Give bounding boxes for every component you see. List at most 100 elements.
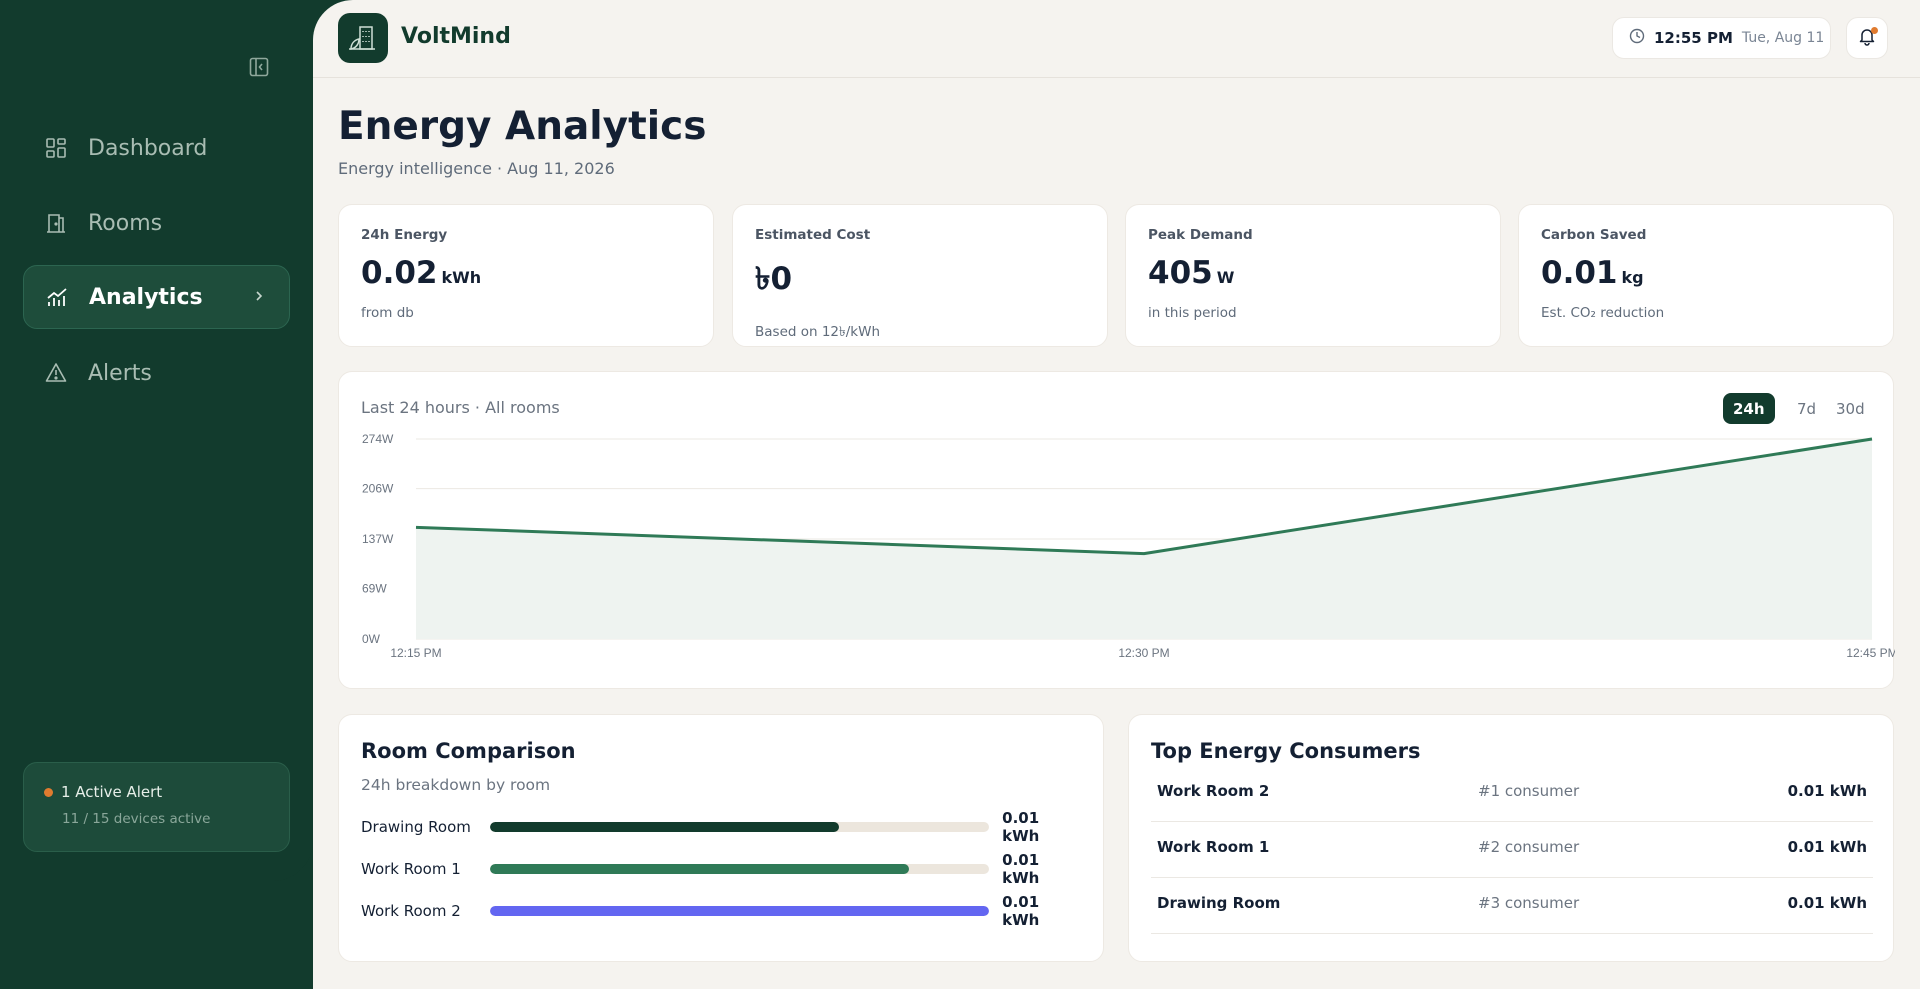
room-name: Work Room 2 [361,902,461,920]
door-icon [44,211,68,235]
series-area [416,439,1872,639]
consumer-value: 0.01 kWh [1787,894,1867,912]
sidebar-item-label: Dashboard [88,135,208,161]
room-name: Work Room 1 [361,860,461,878]
energy-area-chart: 274W 206W 137W 69W 0W 12:15 PM 12:30 PM 12:45 P… [362,432,1895,660]
stat-unit: kWh [441,268,482,287]
range-24h-button[interactable]: 24h [1723,393,1775,424]
consumer-rank: #1 consumer [1478,782,1580,800]
stat-value: 0.01 [1541,255,1618,291]
consumer-value: 0.01 kWh [1787,782,1867,800]
clock-icon [1629,28,1645,48]
current-time: 12:55 PM [1654,29,1733,47]
stat-card-cost: Estimated Cost ৳0 Based on 12৳/kWh [732,204,1108,347]
devices-active-text: 11 / 15 devices active [62,811,211,827]
notifications-button[interactable] [1846,17,1888,59]
x-tick-label: 12:45 PM [1846,646,1895,660]
top-consumers-title: Top Energy Consumers [1151,739,1421,763]
x-tick-label: 12:30 PM [1118,646,1169,660]
y-tick-label: 274W [362,432,394,446]
consumer-rank: #2 consumer [1478,838,1580,856]
stat-value-row: 0.01 kg [1541,255,1893,291]
sidebar-item-analytics[interactable]: Analytics [23,265,290,329]
stat-value: 0.02 [361,255,438,291]
brand-name: VoltMind [401,24,511,49]
page-title: Energy Analytics [338,104,707,149]
collapse-sidebar-icon[interactable] [246,54,272,80]
room-bar-fill [490,822,840,832]
x-tick-label: 12:15 PM [390,646,441,660]
top-header: VoltMind 12:55 PM Tue, Aug 11 [313,0,1920,78]
consumer-value: 0.01 kWh [1787,838,1867,856]
room-value: 0.01 kWh [1002,809,1040,845]
y-tick-label: 137W [362,532,394,546]
stat-note: from db [361,305,414,321]
room-bar-fill [490,906,990,916]
stat-card-carbon: Carbon Saved 0.01 kg Est. CO₂ reduction [1518,204,1894,347]
warning-icon [44,361,68,385]
y-tick-label: 0W [362,632,381,646]
page-subtitle: Energy intelligence · Aug 11, 2026 [338,159,615,178]
stat-label: Peak Demand [1148,227,1253,243]
room-row: Work Room 2 0.01 kWh [361,893,1081,929]
y-tick-label: 69W [362,582,387,596]
consumer-row[interactable]: Work Room 2 #1 consumer 0.01 kWh [1151,766,1873,822]
stat-label: 24h Energy [361,227,448,243]
stat-label: Carbon Saved [1541,227,1647,243]
room-name: Drawing Room [361,818,471,836]
stat-value: ৳0 [755,261,793,297]
stat-card-peak: Peak Demand 405 W in this period [1125,204,1501,347]
grid-icon [44,136,68,160]
consumer-row[interactable]: Drawing Room #3 consumer 0.01 kWh [1151,878,1873,934]
range-30d-button[interactable]: 30d [1836,399,1865,418]
active-alert-card[interactable]: 1 Active Alert 11 / 15 devices active [23,762,290,852]
consumer-rank: #3 consumer [1478,894,1580,912]
notification-dot [1871,27,1878,34]
top-consumers-card: Top Energy Consumers Work Room 2 #1 cons… [1128,714,1894,962]
stat-unit: W [1216,268,1235,287]
room-comparison-subtitle: 24h breakdown by room [361,776,551,794]
alert-dot [44,787,53,797]
energy-chart-card: Last 24 hours · All rooms 24h 7d 30d 274… [338,371,1895,689]
range-7d-button[interactable]: 7d [1797,399,1817,418]
sidebar-item-label: Rooms [88,210,163,236]
sidebar-item-alerts[interactable]: Alerts [23,341,290,405]
stat-note: Based on 12৳/kWh [755,324,881,340]
room-bar-track [490,822,990,832]
bell-icon [1857,26,1877,50]
stat-note: in this period [1148,305,1237,321]
y-tick-label: 206W [362,482,394,496]
stat-value-row: ৳0 [755,255,1107,307]
room-bar-track [490,864,990,874]
room-comparison-card: Room Comparison 24h breakdown by room Dr… [338,714,1104,962]
chart-icon [45,285,69,309]
consumer-name: Drawing Room [1157,894,1281,912]
chart-header: Last 24 hours · All rooms [361,398,560,417]
clock-widget: 12:55 PM Tue, Aug 11 [1612,17,1831,59]
building-logo-icon [338,13,388,63]
room-row: Drawing Room 0.01 kWh [361,809,1081,845]
stat-value-row: 405 W [1148,255,1500,291]
room-bar-fill [490,864,910,874]
stat-unit: kg [1621,268,1644,287]
room-bar-track [490,906,990,916]
consumer-name: Work Room 1 [1157,838,1270,856]
stat-label: Estimated Cost [755,227,871,243]
current-date: Tue, Aug 11 [1741,30,1825,46]
chevron-right-icon [253,286,265,312]
sidebar-item-label: Alerts [88,360,152,386]
sidebar: Dashboard Rooms Analytics Alerts [0,0,313,989]
stat-note: Est. CO₂ reduction [1541,305,1665,321]
sidebar-item-dashboard[interactable]: Dashboard [23,116,290,180]
alert-title-row: 1 Active Alert [44,783,289,801]
sidebar-item-label: Analytics [89,284,203,310]
consumer-row[interactable]: Work Room 1 #2 consumer 0.01 kWh [1151,822,1873,878]
stat-card-energy: 24h Energy 0.02 kWh from db [338,204,714,347]
sidebar-item-rooms[interactable]: Rooms [23,191,290,255]
room-comparison-title: Room Comparison [361,739,576,763]
room-value: 0.01 kWh [1002,893,1040,929]
stat-value: 405 [1148,255,1213,291]
stat-value-row: 0.02 kWh [361,255,713,291]
room-row: Work Room 1 0.01 kWh [361,851,1081,887]
alert-title: 1 Active Alert [61,783,163,801]
